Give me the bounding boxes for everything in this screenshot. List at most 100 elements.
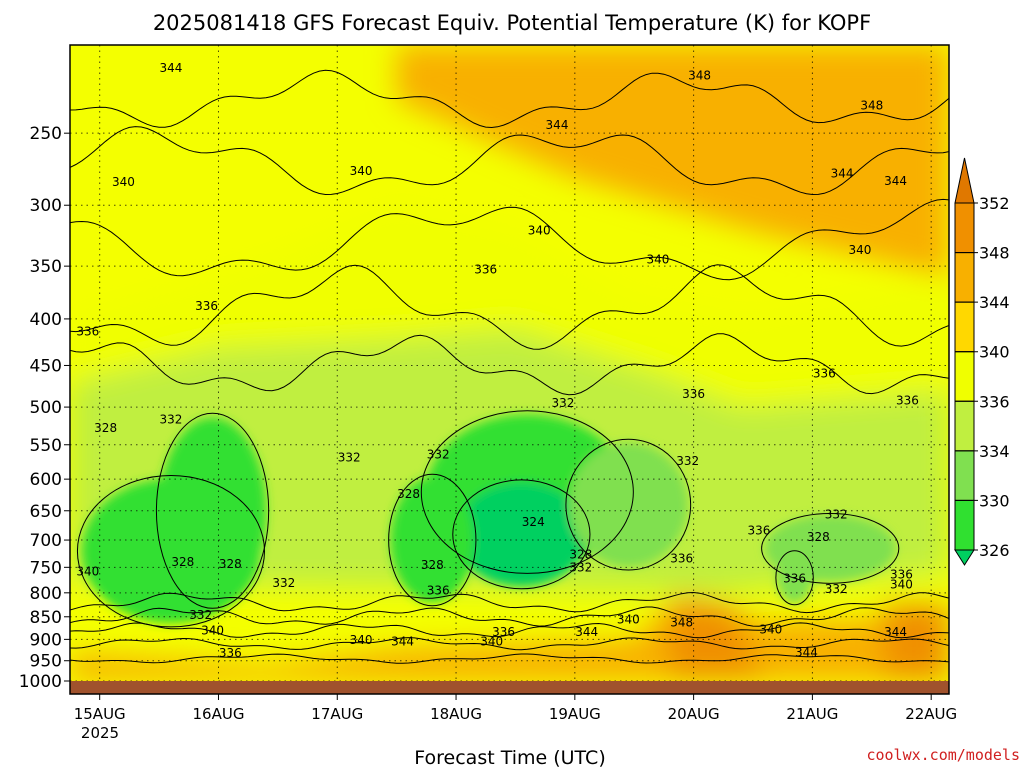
colorbar-bottom-arrow (954, 549, 975, 566)
plot-frame (69, 44, 950, 695)
contour-label: 336 (896, 394, 919, 408)
x-tick-label: 22AUG (905, 705, 957, 723)
band-344-upper (396, 45, 949, 278)
chart-title: 2025081418 GFS Forecast Equiv. Potential… (153, 11, 871, 35)
x-tick-label: 21AUG (786, 705, 838, 723)
y-tick-label: 1000 (19, 672, 62, 692)
contour-label: 328 (807, 530, 830, 544)
contour-label: 332 (569, 560, 592, 574)
x-axis-year: 2025 (81, 724, 119, 742)
contour-label: 336 (76, 325, 99, 339)
y-tick-label: 300 (30, 196, 62, 216)
contour-label: 324 (522, 515, 545, 529)
contour-line (70, 264, 949, 350)
colorbar-segment (954, 351, 975, 402)
contour-label: 340 (112, 175, 135, 189)
contour-line (70, 653, 949, 664)
y-tick-label: 550 (30, 436, 62, 456)
contour-line (70, 198, 949, 281)
theta-e-field (70, 45, 949, 681)
y-tick-label: 250 (30, 124, 62, 144)
contour-label: 336 (747, 523, 770, 537)
contour-label: 340 (848, 243, 871, 257)
colorbar-label: 334 (979, 442, 1010, 461)
contour-line (420, 410, 634, 574)
y-tick-label: 450 (30, 356, 62, 376)
moist-region (390, 477, 474, 603)
contour-line (70, 126, 949, 196)
contour-label: 336 (219, 646, 242, 660)
contour-label: 336 (783, 572, 806, 586)
moist-region (456, 482, 587, 587)
contour-label: 340 (528, 224, 551, 238)
moist-regions (81, 414, 896, 624)
contour-label: 332 (551, 396, 574, 410)
colorbar-segment (954, 499, 975, 551)
ground-strip (70, 681, 949, 694)
contour-label: 332 (160, 413, 183, 427)
field-bands (70, 45, 949, 681)
contour-lines (70, 69, 949, 664)
contour-label: 328 (171, 555, 194, 569)
contour-label: 340 (759, 623, 782, 637)
moist-region (568, 442, 688, 567)
contour-label: 340 (350, 164, 373, 178)
colorbar-label: 348 (979, 244, 1010, 263)
contour-line (452, 479, 591, 590)
contour-label: 336 (890, 568, 913, 582)
contour-label: 332 (676, 454, 699, 468)
colorbar-segment (954, 202, 975, 254)
contour-label: 348 (688, 68, 711, 82)
y-tick-label: 850 (30, 608, 62, 628)
contour-line (70, 333, 949, 396)
y-tick-label: 900 (30, 630, 62, 650)
x-tick-label: 15AUG (74, 705, 126, 723)
y-tick-label: 400 (30, 310, 62, 330)
contour-label: 332 (825, 507, 848, 521)
contour-label: 336 (492, 625, 515, 639)
contour-label: 344 (575, 625, 598, 639)
contour-label: 344 (546, 118, 569, 132)
contour-line (76, 474, 266, 628)
colorbar-label: 330 (979, 491, 1010, 510)
y-axis: 2503003504004505005506006507007508008509… (19, 124, 70, 692)
contour-label: 348 (860, 98, 883, 112)
contour-label: 336 (682, 387, 705, 401)
contour-label: 340 (350, 633, 373, 647)
contour-label: 344 (831, 167, 854, 181)
credit-link[interactable]: coolwx.com/models (866, 746, 1020, 764)
contour-label: 340 (647, 252, 670, 266)
contour-label: 344 (391, 635, 414, 649)
contour-label: 340 (617, 613, 640, 627)
contour-label: 328 (569, 547, 592, 561)
colorbar-label: 344 (979, 293, 1010, 312)
x-tick-label: 17AUG (311, 705, 363, 723)
contour-label: 328 (397, 487, 420, 501)
colorbar-label: 336 (979, 392, 1010, 411)
contour-line (775, 550, 814, 606)
contour-label: 336 (195, 299, 218, 313)
contour-label: 344 (160, 61, 183, 75)
contour-label: 344 (884, 174, 907, 188)
contour-label: 340 (890, 577, 913, 591)
contour-label: 336 (813, 366, 836, 380)
contour-label: 336 (474, 263, 497, 277)
x-tick-label: 19AUG (549, 705, 601, 723)
contour-label: 336 (670, 551, 693, 565)
colorbar-segment (954, 301, 975, 353)
grid (70, 45, 949, 682)
contour-line (70, 622, 949, 639)
contour-label: 336 (427, 583, 450, 597)
x-axis-label: Forecast Time (UTC) (414, 747, 605, 768)
y-tick-label: 750 (30, 558, 62, 578)
contour-line (761, 513, 900, 584)
colorbar-label: 340 (979, 343, 1010, 362)
y-tick-label: 600 (30, 470, 62, 490)
y-tick-label: 650 (30, 502, 62, 522)
contour-label: 328 (421, 558, 444, 572)
colorbar-legend: 352 348 344 340 336 334 330 326 (954, 157, 1010, 566)
contour-label: 328 (219, 557, 242, 571)
colorbar-label: 326 (979, 541, 1010, 560)
